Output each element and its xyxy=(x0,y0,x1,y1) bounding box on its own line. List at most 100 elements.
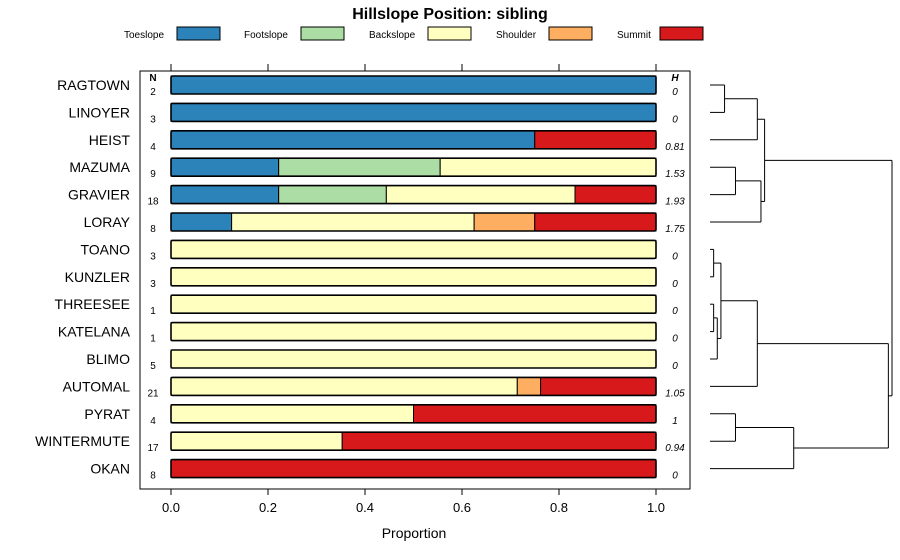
row-label-loray: LORAY xyxy=(84,214,131,230)
row-label-wintermute: WINTERMUTE xyxy=(35,433,130,449)
row-n-threesee: 1 xyxy=(150,306,156,317)
bar-gravier-footslope xyxy=(278,185,387,205)
bar-pyrat-summit xyxy=(413,404,657,424)
bar-blimo-backslope xyxy=(170,349,657,369)
row-h-threesee: 0 xyxy=(672,306,678,317)
row-label-mazuma: MAZUMA xyxy=(69,159,130,175)
row-n-mazuma: 9 xyxy=(150,169,156,180)
bar-outline-okan xyxy=(170,458,657,479)
row-wintermute: WINTERMUTE 17 0.94 xyxy=(35,431,685,454)
row-n-blimo: 5 xyxy=(150,361,156,372)
bar-loray-backslope xyxy=(231,212,475,232)
legend-label-shoulder: Shoulder xyxy=(496,30,537,41)
row-label-katelana: KATELANA xyxy=(58,324,131,340)
bar-mazuma-footslope xyxy=(278,157,441,177)
row-label-threesee: THREESEE xyxy=(55,296,130,312)
bar-katelana-backslope xyxy=(170,322,657,342)
bar-outline-gravier xyxy=(170,184,657,205)
row-n-katelana: 1 xyxy=(150,334,156,345)
row-label-okan: OKAN xyxy=(90,461,130,477)
row-n-heist: 4 xyxy=(150,142,156,153)
row-h-blimo: 0 xyxy=(672,361,678,372)
bar-threesee-backslope xyxy=(170,294,657,314)
row-blimo: BLIMO 5 0 xyxy=(86,349,678,372)
x-tick-label-0: 0.0 xyxy=(162,500,180,515)
row-h-katelana: 0 xyxy=(672,334,678,345)
bar-linoyer-toeslope xyxy=(170,102,657,122)
legend-swatch-toeslope xyxy=(176,26,221,41)
bar-outline-mazuma xyxy=(170,157,657,177)
row-heist: HEIST 4 0.81 xyxy=(89,130,685,153)
row-label-kunzler: KUNZLER xyxy=(65,269,130,285)
row-n-kunzler: 3 xyxy=(150,279,156,290)
row-n-wintermute: 17 xyxy=(147,443,159,454)
x-tick-label-3: 0.6 xyxy=(453,500,471,515)
row-h-linoyer: 0 xyxy=(672,114,678,125)
x-tick-label-4: 0.8 xyxy=(550,500,568,515)
x-tick-label-2: 0.4 xyxy=(356,500,374,515)
bar-mazuma-backslope xyxy=(439,157,657,177)
bar-heist-summit xyxy=(534,130,657,150)
row-katelana: KATELANA 1 0 xyxy=(58,321,678,345)
bar-outline-threesee xyxy=(170,294,657,315)
bar-toano-backslope xyxy=(170,239,657,259)
row-h-wintermute: 0.94 xyxy=(665,443,685,454)
bar-outline-loray xyxy=(170,212,657,232)
row-h-okan: 0 xyxy=(672,471,678,482)
row-mazuma: MAZUMA 9 1.53 xyxy=(69,157,685,180)
bar-loray-toeslope xyxy=(170,212,233,232)
bar-automal-shoulder xyxy=(516,376,542,396)
row-automal: AUTOMAL 21 1.05 xyxy=(63,376,685,399)
x-tick-label-1: 0.2 xyxy=(259,500,277,515)
bar-outline-katelana xyxy=(170,321,657,342)
legend-swatch-backslope xyxy=(427,26,472,41)
row-ragtown: RAGTOWN 2 0 xyxy=(57,75,678,98)
row-label-ragtown: RAGTOWN xyxy=(57,77,130,93)
row-label-heist: HEIST xyxy=(89,132,131,148)
row-label-linoyer: LINOYER xyxy=(69,104,130,120)
row-n-loray: 8 xyxy=(150,224,156,235)
h-header: H xyxy=(671,73,679,84)
bar-outline-automal xyxy=(170,376,657,397)
bar-outline-toano xyxy=(170,239,657,260)
legend: Toeslope Footslope Backslope Shoulder Summit xyxy=(124,26,704,41)
n-header: N xyxy=(149,73,156,84)
row-n-automal: 21 xyxy=(147,388,159,399)
row-h-toano: 0 xyxy=(672,251,678,262)
row-h-mazuma: 1.53 xyxy=(665,169,685,180)
row-linoyer: LINOYER 3 0 xyxy=(69,102,678,125)
legend-label-backslope: Backslope xyxy=(369,30,416,41)
bar-automal-backslope xyxy=(170,376,518,396)
row-h-kunzler: 0 xyxy=(672,279,678,290)
row-h-automal: 1.05 xyxy=(665,388,685,399)
row-n-toano: 3 xyxy=(150,251,156,262)
row-n-linoyer: 3 xyxy=(150,114,156,125)
row-pyrat: PYRAT 4 1 xyxy=(84,403,678,427)
bar-gravier-summit xyxy=(574,185,657,205)
bar-ragtown-toeslope xyxy=(170,75,657,95)
row-n-pyrat: 4 xyxy=(150,416,156,427)
row-kunzler: KUNZLER 3 0 xyxy=(65,266,678,290)
chart-title: Hillslope Position: sibling xyxy=(352,6,548,23)
row-h-ragtown: 0 xyxy=(672,87,678,98)
bar-automal-summit xyxy=(540,376,657,396)
bar-kunzler-backslope xyxy=(170,267,657,287)
bar-outline-pyrat xyxy=(170,403,657,424)
bar-outline-linoyer xyxy=(170,102,657,123)
row-threesee: THREESEE 1 0 xyxy=(55,294,678,317)
row-h-pyrat: 1 xyxy=(672,416,678,427)
row-label-pyrat: PYRAT xyxy=(84,406,130,422)
row-n-okan: 8 xyxy=(150,471,156,482)
dendrogram xyxy=(710,84,893,470)
bar-gravier-toeslope xyxy=(170,185,280,205)
bar-wintermute-backslope xyxy=(170,431,343,451)
bar-mazuma-toeslope xyxy=(170,157,280,177)
row-n-gravier: 18 xyxy=(147,197,159,208)
bar-outline-wintermute xyxy=(170,431,657,452)
plot-frame xyxy=(139,70,691,490)
row-h-loray: 1.75 xyxy=(665,224,685,235)
bar-gravier-backslope xyxy=(385,185,576,205)
bar-loray-summit xyxy=(534,212,657,232)
x-tick-label-5: 1.0 xyxy=(647,500,665,515)
